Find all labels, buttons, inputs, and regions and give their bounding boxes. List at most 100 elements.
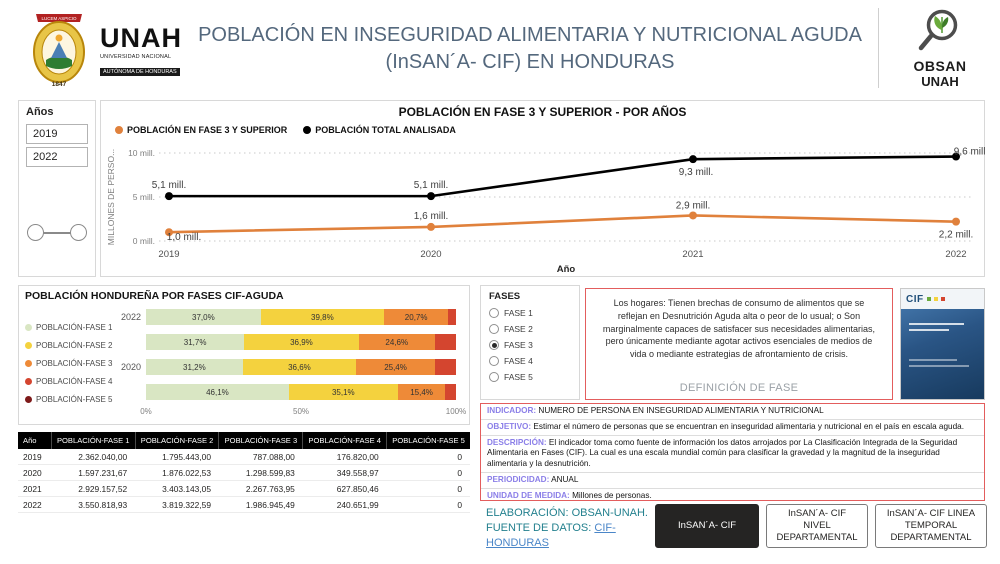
data-label: 5,1 mill.	[414, 180, 448, 191]
bar-x-tick-label: 100%	[445, 407, 467, 416]
bar-segment[interactable]: 36,9%	[244, 334, 359, 350]
data-point[interactable]	[165, 192, 173, 201]
bar-category-label: 2022	[120, 312, 141, 322]
indicator-row: PERIODICIDAD: ANUAL	[481, 473, 984, 489]
cif-manual-label: CIF	[906, 293, 924, 305]
data-point[interactable]	[427, 192, 435, 201]
data-label: 1,6 mill.	[414, 211, 448, 222]
bar-segment[interactable]: 31,7%	[146, 334, 245, 350]
range-slider[interactable]	[27, 223, 87, 243]
indicator-row-label: DESCRIPCIÓN:	[487, 437, 547, 447]
table-cell: 0	[386, 496, 470, 513]
bar-segment-label: 31,2%	[183, 362, 206, 372]
bar-segment-label: 39,8%	[311, 312, 334, 322]
bar-segment[interactable]: 36,6%	[242, 359, 357, 375]
legend-dot-icon	[25, 342, 32, 349]
slicer-item-2022[interactable]: 2022	[26, 147, 88, 167]
data-label: 5,1 mill.	[152, 180, 186, 191]
slicer-item-2019[interactable]: 2019	[26, 124, 88, 144]
x-tick-label: 2019	[158, 249, 179, 260]
bar-segment-label: 31,7%	[183, 337, 207, 347]
fases-radio-option-2[interactable]: FASE 2	[481, 321, 579, 337]
legend-dot-icon	[115, 126, 123, 134]
bar-segment[interactable]: 39,8%	[260, 309, 385, 325]
bar-segment[interactable]	[448, 309, 456, 325]
table-head: Año POBLACIÓN-FASE 1 POBLACIÓN-FASE 2 POBLA…	[18, 432, 470, 449]
legend-label: POBLACIÓN-FASE 2	[36, 341, 113, 350]
table-body: 2019 2.362.040,00 1.795.443,00 787.088,00 17…	[18, 449, 470, 513]
legend-label: POBLACIÓN TOTAL ANALISADA	[315, 125, 456, 135]
data-point[interactable]	[952, 152, 960, 161]
table-cell: 349.558,97	[302, 464, 387, 481]
fases-radio-option-1[interactable]: FASE 1	[481, 305, 579, 321]
legend-item[interactable]: POBLACIÓN-FASE 3	[25, 359, 112, 368]
legend-item[interactable]: POBLACIÓN TOTAL ANALISADA	[303, 125, 456, 135]
nav-button-3[interactable]: InSAN´A- CIF LINEA TEMPORAL DEPARTAMENTA…	[875, 504, 987, 548]
indicator-row-text: Estimar el número de personas que se enc…	[531, 421, 964, 431]
data-label: 9,6 mill.	[954, 147, 986, 158]
x-tick-label: 2020	[420, 249, 441, 260]
cif-square-green	[926, 297, 931, 301]
definition-box: Los hogares: Tienen brechas de consumo d…	[585, 288, 893, 400]
table-row: 2021 2.929.157,52 3.403.143,05 2.267.763,95…	[18, 480, 470, 497]
column-header: Año	[18, 432, 52, 449]
fases-radio-option-3[interactable]: FASE 3	[481, 337, 579, 353]
table-cell: 3.403.143,05	[135, 480, 219, 497]
line-chart-legend: POBLACIÓN EN FASE 3 Y SUPERIOR POBLACIÓN …	[115, 125, 456, 135]
indicator-row: DESCRIPCIÓN: El indicador toma como fuen…	[481, 436, 984, 474]
indicator-row-text: El indicador toma como fuente de informa…	[487, 437, 958, 469]
radio-label: FASE 5	[504, 372, 533, 382]
indicator-row-text: ANUAL	[549, 475, 579, 485]
table-cell: 2.929.157,52	[51, 480, 136, 497]
nav-button-1[interactable]: InSAN´A- CIF	[655, 504, 759, 548]
cif-honduras-link[interactable]: CIF-HONDURAS	[486, 521, 616, 549]
legend-item[interactable]: POBLACIÓN EN FASE 3 Y SUPERIOR	[115, 125, 287, 135]
data-point[interactable]	[689, 155, 697, 164]
legend-item[interactable]: POBLACIÓN-FASE 2	[25, 341, 112, 350]
table-row: 2020 1.597.231,67 1.876.022,53 1.298.599,83…	[18, 464, 470, 481]
bar-segment[interactable]: 25,4%	[356, 359, 435, 375]
x-tick-label: 2022	[945, 249, 966, 260]
bar-segment[interactable]: 35,1%	[288, 384, 398, 400]
fuente-label: FUENTE DE DATOS:	[486, 521, 595, 534]
legend-label: POBLACIÓN-FASE 5	[36, 395, 113, 404]
data-point[interactable]	[165, 228, 173, 237]
legend-dot-icon	[25, 360, 32, 367]
bar-segment[interactable]	[445, 384, 456, 400]
range-slider-knob-left[interactable]	[27, 224, 44, 241]
line-series	[168, 214, 957, 234]
bar-segment[interactable]: 20,7%	[384, 309, 449, 325]
unah-subtitle-1: UNIVERSIDAD NACIONAL	[100, 54, 172, 60]
bar-segment[interactable]: 46,1%	[146, 384, 289, 400]
range-slider-knob-right[interactable]	[70, 224, 87, 241]
table-cell: 0	[386, 480, 470, 497]
fases-radio-option-4[interactable]: FASE 4	[481, 353, 579, 369]
nav-button-2[interactable]: InSAN´A- CIF NIVEL DEPARTAMENTAL	[766, 504, 868, 548]
bar-segment[interactable]: 15,4%	[397, 384, 446, 400]
bar-segment[interactable]	[434, 359, 456, 375]
bar-segment[interactable]: 37,0%	[146, 309, 261, 325]
fases-radio-option-5[interactable]: FASE 5	[481, 369, 579, 385]
radio-icon	[489, 340, 499, 350]
source-block: ELABORACIÓN: OBSAN-UNAH. FUENTE DE DATOS…	[486, 506, 658, 551]
table-cell: 627.850,46	[302, 480, 387, 497]
data-label: 9,3 mill.	[679, 167, 713, 178]
range-slider-track	[36, 232, 78, 234]
legend-dot-icon	[303, 126, 312, 134]
elaboracion-text: ELABORACIÓN: OBSAN-UNAH.	[486, 507, 648, 519]
table-cell: 3.550.818,93	[51, 496, 136, 513]
legend-item[interactable]: POBLACIÓN-FASE 1	[25, 323, 112, 332]
obsan-sub: UNAH	[921, 74, 959, 89]
radio-label: FASE 4	[504, 356, 533, 366]
bar-segment[interactable]: 24,6%	[358, 334, 435, 350]
table-cell: 1.795.443,00	[135, 449, 219, 465]
data-point[interactable]	[952, 217, 960, 226]
data-point[interactable]	[427, 222, 435, 231]
cif-square-yellow	[933, 297, 938, 301]
header: LUCEM ASPICIO 1847 UNAH UNIVERSIDAD NACI…	[0, 0, 1000, 96]
legend-item[interactable]: POBLACIÓN-FASE 5	[25, 395, 112, 404]
bar-segment[interactable]: 31,2%	[146, 359, 243, 375]
legend-item[interactable]: POBLACIÓN-FASE 4	[25, 377, 112, 386]
data-point[interactable]	[689, 211, 697, 220]
bar-segment[interactable]	[434, 334, 456, 350]
